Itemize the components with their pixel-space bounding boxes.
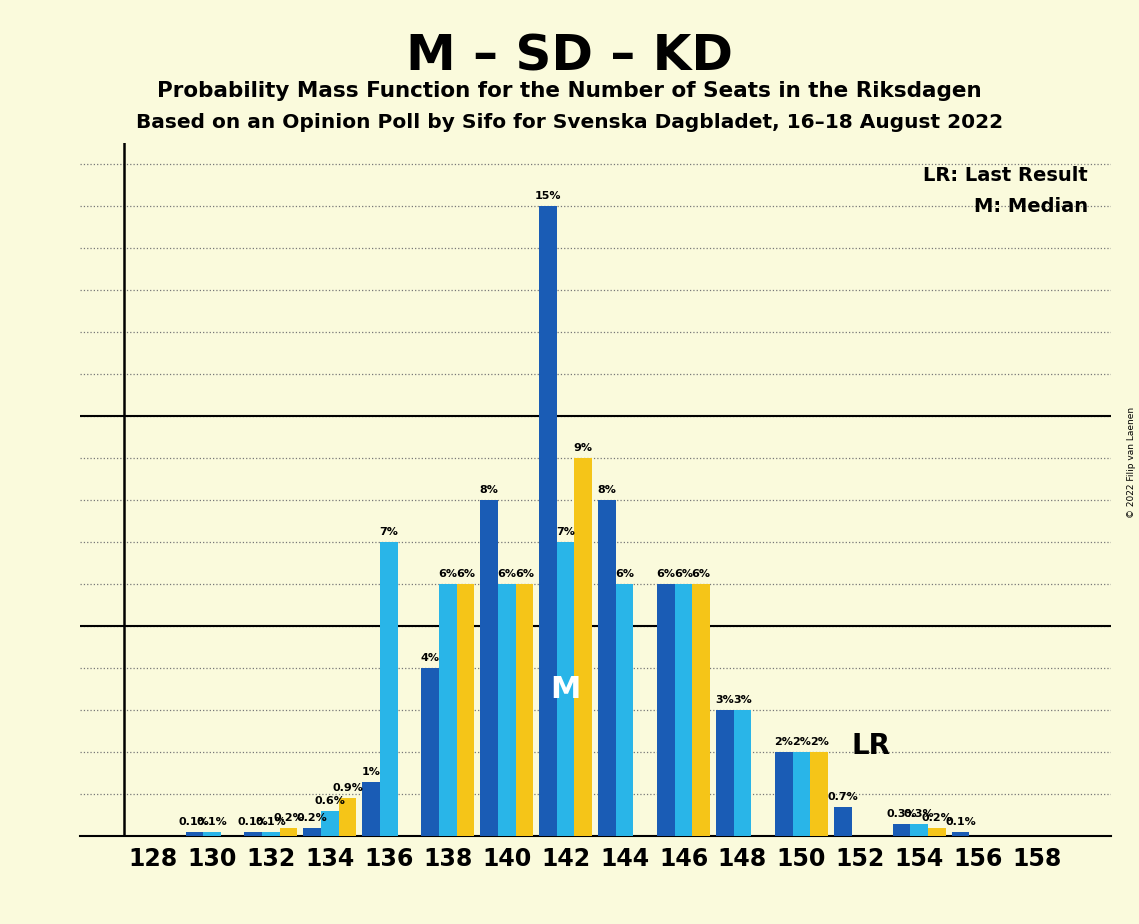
Text: 15%: 15% bbox=[534, 191, 562, 201]
Text: 1%: 1% bbox=[362, 767, 380, 776]
Bar bbox=[245, 832, 262, 836]
Text: 0.1%: 0.1% bbox=[238, 817, 269, 827]
Text: M: M bbox=[550, 675, 581, 704]
Text: 2%: 2% bbox=[810, 737, 828, 748]
Text: 8%: 8% bbox=[598, 485, 616, 495]
Bar bbox=[262, 832, 280, 836]
Bar bbox=[421, 668, 439, 836]
Text: M – SD – KD: M – SD – KD bbox=[405, 32, 734, 80]
Bar bbox=[380, 542, 398, 836]
Bar bbox=[203, 832, 221, 836]
Text: 8%: 8% bbox=[480, 485, 499, 495]
Bar bbox=[928, 828, 945, 836]
Bar bbox=[598, 500, 616, 836]
Bar bbox=[793, 752, 810, 836]
Text: 3%: 3% bbox=[734, 695, 752, 705]
Bar bbox=[498, 584, 516, 836]
Text: 0.7%: 0.7% bbox=[827, 792, 858, 802]
Bar bbox=[657, 584, 674, 836]
Text: © 2022 Filip van Laenen: © 2022 Filip van Laenen bbox=[1126, 407, 1136, 517]
Text: 0.2%: 0.2% bbox=[297, 813, 328, 822]
Text: 6%: 6% bbox=[498, 569, 516, 579]
Text: 0.2%: 0.2% bbox=[273, 813, 304, 822]
Text: Based on an Opinion Poll by Sifo for Svenska Dagbladet, 16–18 August 2022: Based on an Opinion Poll by Sifo for Sve… bbox=[136, 113, 1003, 132]
Bar bbox=[457, 584, 474, 836]
Text: M: Median: M: Median bbox=[974, 197, 1088, 216]
Text: 6%: 6% bbox=[439, 569, 457, 579]
Text: 0.3%: 0.3% bbox=[904, 808, 935, 819]
Text: 0.1%: 0.1% bbox=[945, 817, 976, 827]
Text: 0.1%: 0.1% bbox=[197, 817, 228, 827]
Bar bbox=[539, 206, 557, 836]
Bar bbox=[574, 458, 592, 836]
Text: 0.1%: 0.1% bbox=[255, 817, 286, 827]
Bar bbox=[834, 807, 852, 836]
Bar bbox=[321, 811, 338, 836]
Text: 0.2%: 0.2% bbox=[921, 813, 952, 822]
Text: 0.6%: 0.6% bbox=[314, 796, 345, 806]
Text: 6%: 6% bbox=[656, 569, 675, 579]
Text: 0.9%: 0.9% bbox=[333, 784, 363, 794]
Bar bbox=[910, 823, 928, 836]
Bar bbox=[481, 500, 498, 836]
Text: LR: LR bbox=[852, 732, 891, 760]
Bar bbox=[810, 752, 828, 836]
Text: 7%: 7% bbox=[556, 528, 575, 537]
Bar bbox=[516, 584, 533, 836]
Text: Probability Mass Function for the Number of Seats in the Riksdagen: Probability Mass Function for the Number… bbox=[157, 81, 982, 102]
Bar bbox=[952, 832, 969, 836]
Text: 0.1%: 0.1% bbox=[179, 817, 210, 827]
Bar bbox=[716, 711, 734, 836]
Bar bbox=[893, 823, 910, 836]
Text: 7%: 7% bbox=[379, 528, 399, 537]
Bar bbox=[439, 584, 457, 836]
Text: 4%: 4% bbox=[420, 653, 440, 663]
Text: 6%: 6% bbox=[456, 569, 475, 579]
Bar bbox=[616, 584, 633, 836]
Text: 9%: 9% bbox=[574, 444, 592, 453]
Bar bbox=[303, 828, 321, 836]
Text: 6%: 6% bbox=[691, 569, 711, 579]
Bar bbox=[338, 798, 357, 836]
Bar bbox=[734, 711, 752, 836]
Bar bbox=[280, 828, 297, 836]
Bar bbox=[557, 542, 574, 836]
Text: 6%: 6% bbox=[674, 569, 693, 579]
Bar bbox=[362, 782, 380, 836]
Text: 6%: 6% bbox=[615, 569, 634, 579]
Text: LR: Last Result: LR: Last Result bbox=[923, 166, 1088, 186]
Text: 2%: 2% bbox=[775, 737, 793, 748]
Text: 2%: 2% bbox=[792, 737, 811, 748]
Bar bbox=[775, 752, 793, 836]
Bar bbox=[186, 832, 203, 836]
Bar bbox=[693, 584, 710, 836]
Text: 3%: 3% bbox=[715, 695, 735, 705]
Bar bbox=[674, 584, 693, 836]
Text: 0.3%: 0.3% bbox=[886, 808, 917, 819]
Text: 6%: 6% bbox=[515, 569, 534, 579]
